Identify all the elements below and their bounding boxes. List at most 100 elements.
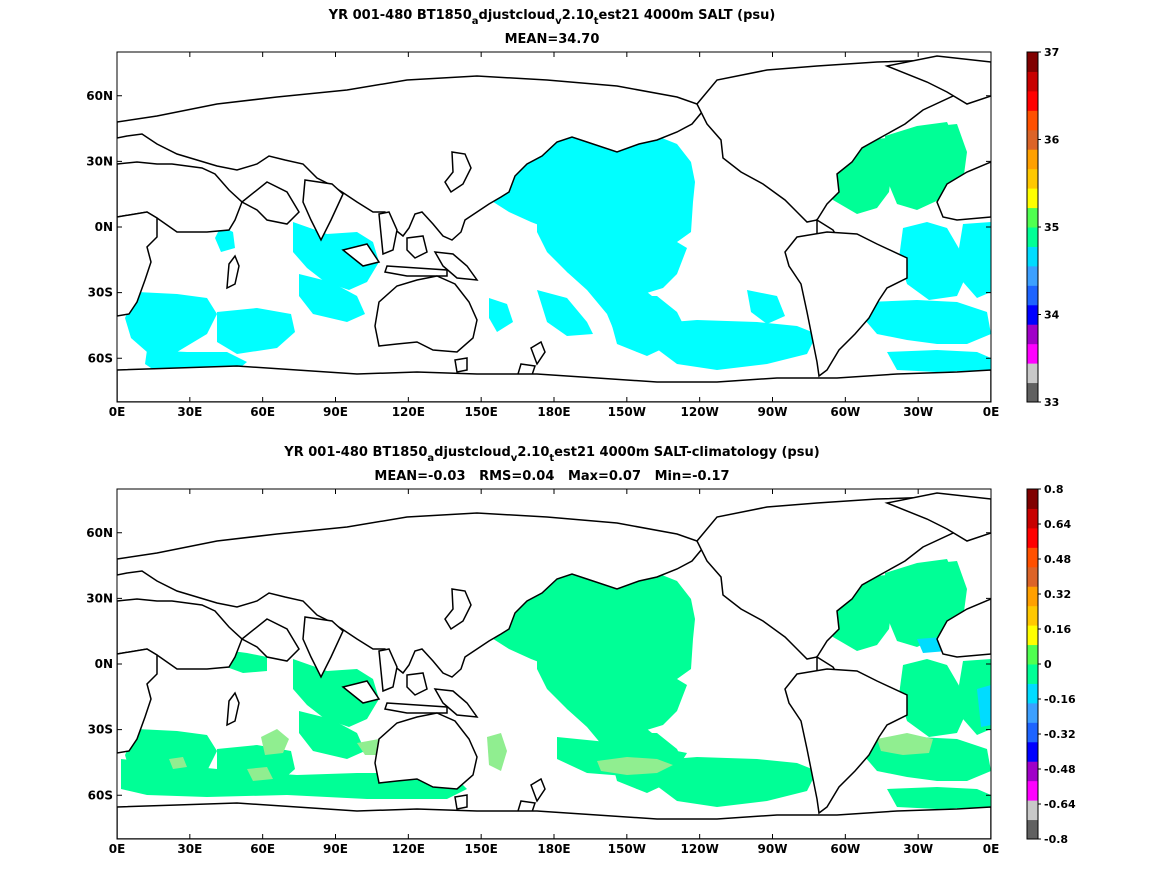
y-tick-label: 0N — [95, 657, 113, 671]
anomaly-chart-subtitle: MEAN=-0.03 RMS=0.04 Max=0.07 Min=-0.17 — [374, 469, 729, 484]
colorbar-segment — [1027, 129, 1038, 150]
colorbar-segment — [1027, 382, 1038, 403]
colorbar-segment — [1027, 227, 1038, 247]
colorbar-tick-label: 35 — [1044, 221, 1059, 234]
x-tick-label: 60E — [250, 842, 275, 856]
anomaly-map — [116, 488, 992, 840]
x-tick-label: 60W — [830, 842, 860, 856]
x-tick-label: 90W — [758, 405, 788, 419]
colorbar-tick-label: 0.16 — [1044, 623, 1071, 636]
colorbar-segment — [1027, 52, 1038, 72]
anomaly-y-axis: 60N 30N 0N 30S 60S — [86, 526, 991, 802]
colorbar-tick-label: 0.48 — [1044, 553, 1071, 566]
colorbar-segment — [1027, 168, 1038, 189]
colorbar-segment — [1027, 90, 1038, 111]
x-tick-label: 120E — [392, 842, 425, 856]
x-tick-label: 30W — [903, 405, 933, 419]
colorbar-segment — [1027, 489, 1038, 509]
salt-x-axis: 0E 30E 60E 90E 120E 150E 180E 150W 120W 90W 60W 30W… — [109, 52, 1000, 419]
colorbar-segment — [1027, 110, 1038, 131]
colorbar-segment — [1027, 71, 1038, 92]
y-tick-label: 30N — [86, 154, 113, 168]
salt-colorbar: 33 34 35 36 37 — [1026, 46, 1060, 409]
colorbar-tick-label: 34 — [1044, 309, 1060, 322]
x-tick-label: 60W — [830, 405, 860, 419]
x-tick-label: 0E — [983, 842, 1000, 856]
colorbar-segment — [1027, 625, 1038, 646]
y-tick-label: 60S — [88, 351, 113, 365]
colorbar-tick-label: 0 — [1044, 658, 1052, 671]
colorbar-segment — [1027, 343, 1038, 364]
y-tick-label: 60S — [88, 788, 113, 802]
x-tick-label: 0E — [983, 405, 1000, 419]
colorbar-tick-label: -0.16 — [1044, 693, 1076, 706]
colorbar-tick-label: 0.8 — [1044, 483, 1064, 496]
colorbar-segment — [1027, 586, 1038, 607]
salt-map — [116, 51, 992, 403]
y-tick-label: 30S — [88, 286, 113, 300]
colorbar-segment — [1027, 265, 1038, 286]
salt-anomaly-panel: YR 001-480 BT1850adjustcloudv2.10test21 … — [86, 445, 1076, 856]
colorbar-segment — [1027, 605, 1038, 626]
colorbar-tick-label: 0.64 — [1044, 518, 1071, 531]
colorbar-segment — [1027, 363, 1038, 384]
colorbar-segment — [1027, 761, 1038, 782]
x-tick-label: 180E — [537, 842, 570, 856]
colorbar-segment — [1027, 188, 1038, 209]
colorbar-segment — [1027, 527, 1038, 548]
salt-y-axis: 60N 30N 0N 30S 60S — [86, 89, 991, 365]
colorbar-tick-label: 36 — [1044, 134, 1060, 147]
colorbar-segment — [1027, 566, 1038, 587]
anomaly-chart-title: YR 001-480 BT1850adjustcloudv2.10test21 … — [283, 445, 819, 464]
x-tick-label: 150E — [465, 405, 498, 419]
x-tick-label: 150W — [608, 405, 646, 419]
x-tick-label: 180E — [537, 405, 570, 419]
x-tick-label: 30E — [177, 842, 202, 856]
colorbar-tick-label: -0.64 — [1044, 798, 1076, 811]
colorbar-tick-label: -0.32 — [1044, 728, 1076, 741]
colorbar-segment — [1027, 780, 1038, 801]
colorbar-segment — [1027, 149, 1038, 170]
y-tick-label: 30N — [86, 591, 113, 605]
colorbar-tick-label: -0.48 — [1044, 763, 1076, 776]
y-tick-label: 60N — [86, 526, 113, 540]
x-tick-label: 150E — [465, 842, 498, 856]
colorbar-segment — [1027, 683, 1038, 704]
y-tick-label: 60N — [86, 89, 113, 103]
x-tick-label: 0E — [109, 842, 126, 856]
anomaly-colorbar: -0.8 -0.64 -0.48 -0.32 -0.16 0 0.16 0.32 0.48 0.6… — [1026, 483, 1076, 846]
colorbar-segment — [1027, 508, 1038, 529]
colorbar-segment — [1027, 304, 1038, 325]
x-tick-label: 120W — [681, 405, 719, 419]
salt-panel: YR 001-480 BT1850adjustcloudv2.10test21 … — [86, 8, 1059, 419]
colorbar-tick-label: 37 — [1044, 46, 1059, 59]
x-tick-label: 90E — [323, 405, 348, 419]
x-tick-label: 0E — [109, 405, 126, 419]
colorbar-segment — [1027, 547, 1038, 568]
colorbar-segment — [1027, 702, 1038, 723]
colorbar-tick-label: -0.8 — [1044, 833, 1068, 846]
y-tick-label: 30S — [88, 723, 113, 737]
x-tick-label: 90W — [758, 842, 788, 856]
x-tick-label: 30W — [903, 842, 933, 856]
colorbar-segment — [1027, 800, 1038, 821]
salt-chart-subtitle: MEAN=34.70 — [505, 32, 600, 47]
colorbar-segment — [1027, 644, 1038, 665]
colorbar-segment — [1027, 246, 1038, 267]
colorbar-segment — [1027, 664, 1038, 684]
colorbar-segment — [1027, 741, 1038, 762]
colorbar-tick-label: 0.32 — [1044, 588, 1071, 601]
colorbar-segment — [1027, 324, 1038, 345]
x-tick-label: 60E — [250, 405, 275, 419]
anomaly-x-axis: 0E 30E 60E 90E 120E 150E 180E 150W 120W 90W 60W 30W… — [109, 489, 1000, 856]
x-tick-label: 150W — [608, 842, 646, 856]
y-tick-label: 0N — [95, 220, 113, 234]
colorbar-segment — [1027, 207, 1038, 228]
x-tick-label: 120E — [392, 405, 425, 419]
colorbar-segment — [1027, 285, 1038, 306]
salt-chart-title: YR 001-480 BT1850adjustcloudv2.10test21 … — [328, 8, 776, 27]
x-tick-label: 90E — [323, 842, 348, 856]
colorbar-tick-label: 33 — [1044, 396, 1059, 409]
x-tick-label: 120W — [681, 842, 719, 856]
